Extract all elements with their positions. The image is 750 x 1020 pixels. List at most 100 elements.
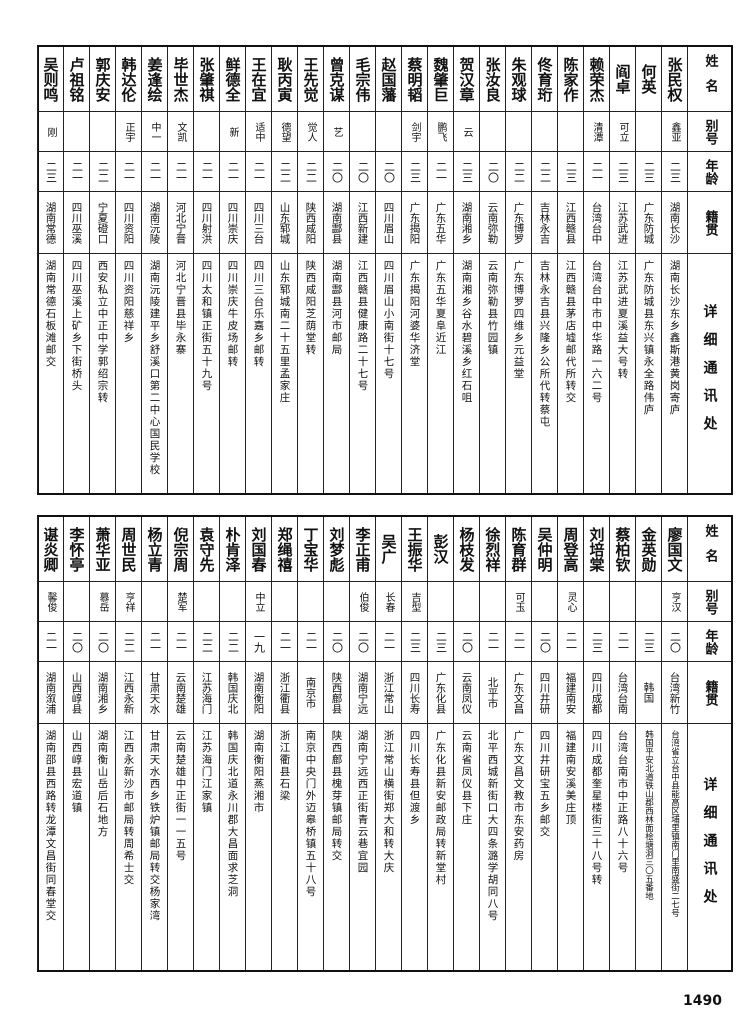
table-row: 杨枝发 二〇 云南凤仪 云南省凤仪县下庄 bbox=[453, 517, 479, 970]
table-row: 赵国藩 二〇 四川眉山 四川眉山小南街十七号 bbox=[375, 47, 401, 493]
cell-age: 二一 bbox=[64, 152, 89, 192]
cell-address: 江西赣县茅店墟邮代所转交 bbox=[564, 260, 577, 404]
cell-alias: 刚 bbox=[38, 112, 63, 152]
header-alias: 别号 bbox=[688, 582, 731, 622]
cell-native: 台湾新竹 bbox=[662, 662, 687, 724]
cell-alias bbox=[64, 582, 89, 622]
cell-native: 浙江衢县 bbox=[272, 662, 297, 724]
cell-age: 二一 bbox=[506, 622, 531, 662]
table-row: 廖国文 亨汉 二〇 台湾新竹 台湾省立台中县能高区埔里镇南门里南盛街二七号 bbox=[661, 517, 687, 970]
cell-address: 湖南湘乡谷水碧溪乡红石咀 bbox=[460, 260, 473, 404]
cell-alias: 觉人 bbox=[298, 112, 323, 152]
cell-native: 四川成都 bbox=[584, 662, 609, 724]
cell-native: 四川三台 bbox=[246, 192, 271, 254]
cell-alias: 鹏飞 bbox=[428, 112, 453, 152]
cell-name: 王在宜 bbox=[246, 47, 271, 112]
cell-name: 耿丙寅 bbox=[272, 47, 297, 112]
cell-name: 周世民 bbox=[116, 517, 141, 582]
cell-native: 江西新建 bbox=[350, 192, 375, 254]
cell-alias: 亨汉 bbox=[662, 582, 687, 622]
cell-native: 广东博罗 bbox=[506, 192, 531, 254]
header-address: 详细通讯处 bbox=[701, 777, 718, 917]
cell-alias: 可立 bbox=[610, 112, 635, 152]
cell-address: 湖南酃县河市邮局 bbox=[330, 260, 343, 356]
cell-alias bbox=[428, 582, 453, 622]
cell-native: 陕西鄜县 bbox=[324, 662, 349, 724]
cell-name: 陈家作 bbox=[558, 47, 583, 112]
cell-address: 台湾台中市中华路一六二号 bbox=[590, 260, 603, 404]
cell-age: 二三 bbox=[636, 622, 661, 662]
table-row: 贺汉章云二三 湖南湘乡 湖南湘乡谷水碧溪乡红石咀 bbox=[453, 47, 479, 493]
cell-address: 陕西咸阳芝荫堂转 bbox=[304, 260, 317, 356]
cell-name: 萧华亚 bbox=[90, 517, 115, 582]
cell-native: 湖南衡阳 bbox=[246, 662, 271, 724]
cell-alias: 长春 bbox=[376, 582, 401, 622]
cell-age: 二一 bbox=[480, 622, 505, 662]
cell-address: 吉林永吉县兴隆乡公所代转蔡屯 bbox=[538, 260, 551, 428]
table-row: 陈家作 二三 江西赣县 江西赣县茅店墟邮代所转交 bbox=[557, 47, 583, 493]
cell-address: 四川长寿县但渡乡 bbox=[408, 730, 421, 826]
cell-age: 二〇 bbox=[350, 622, 375, 662]
cell-address: 湖南沅陵建平乡舒溪口第二中心国民学校 bbox=[148, 260, 161, 476]
table-row: 金英勋 二三 韩国 韩国平安北道铁山郡西林面桧塘洞三〇五番地 bbox=[635, 517, 661, 970]
cell-alias: 楚军 bbox=[168, 582, 193, 622]
cell-address: 湖南宁远西正街青云巷宜园 bbox=[356, 730, 369, 874]
cell-address: 湖南长沙东乡鑫斯港黄岗寄庐 bbox=[668, 260, 681, 416]
cell-native: 云南凤仪 bbox=[454, 662, 479, 724]
cell-native: 四川射洪 bbox=[194, 192, 219, 254]
cell-name: 谌炎卿 bbox=[38, 517, 63, 582]
table-row: 毕世杰 文凯 二一 河北宁晋 河北宁晋县毕永寨 bbox=[167, 47, 193, 493]
page-number: 1490 bbox=[683, 993, 722, 1009]
cell-name: 袁守先 bbox=[194, 517, 219, 582]
table-row: 丁宝华 二一 南京市 南京中央门外迈皋桥镇五十八号 bbox=[297, 517, 323, 970]
cell-address: 山西崞县宏道镇 bbox=[70, 730, 83, 814]
cell-age: 二二 bbox=[532, 152, 557, 192]
cell-native: 湖南沅陵 bbox=[142, 192, 167, 254]
cell-alias: 中一 bbox=[142, 112, 167, 152]
cell-age: 二二 bbox=[298, 152, 323, 192]
cell-native: 甘肃天水 bbox=[142, 662, 167, 724]
table-row: 姜逢绘 中一 二一 湖南沅陵 湖南沅陵建平乡舒溪口第二中心国民学校 bbox=[141, 47, 167, 493]
cell-native: 吉林永吉 bbox=[532, 192, 557, 254]
cell-alias bbox=[506, 112, 531, 152]
cell-native: 四川资阳 bbox=[116, 192, 141, 254]
cell-native: 江苏武进 bbox=[610, 192, 635, 254]
cell-address: 湖南常德石板滩邮交 bbox=[44, 260, 57, 368]
table-row: 郭庆安 二二 宁夏磴口 西安私立中正中学郭绍宗转 bbox=[89, 47, 115, 493]
cell-name: 阎卓 bbox=[610, 47, 635, 112]
table-row: 周世民 亨祥 二二 江西永新 江西永新沙市邮局转周希士交 bbox=[115, 517, 141, 970]
cell-address: 四川崇庆牛皮场邮转 bbox=[226, 260, 239, 368]
table-row: 彭汉 二三 广东化县 广东化县新安邮政局转新堂村 bbox=[427, 517, 453, 970]
cell-native: 湖南宁远 bbox=[350, 662, 375, 724]
cell-native: 福建南安 bbox=[558, 662, 583, 724]
cell-name: 赖荣杰 bbox=[584, 47, 609, 112]
cell-age: 二一 bbox=[246, 152, 271, 192]
cell-address: 江西永新沙市邮局转周希士交 bbox=[122, 730, 135, 886]
cell-name: 刘梦彪 bbox=[324, 517, 349, 582]
cell-age: 二三 bbox=[662, 152, 687, 192]
cell-age: 二二 bbox=[220, 622, 245, 662]
cell-alias bbox=[532, 582, 557, 622]
header-age: 年龄 bbox=[688, 152, 731, 192]
cell-address: 云南楚雄中正街一一五号 bbox=[174, 730, 187, 862]
table-row: 蔡柏钦 二一 台湾台南 台湾台南市中正路八十六号 bbox=[609, 517, 635, 970]
cell-address: 四川井研宝五乡邮交 bbox=[538, 730, 551, 838]
cell-native: 河北宁晋 bbox=[168, 192, 193, 254]
cell-native: 山东郓城 bbox=[272, 192, 297, 254]
cell-age: 二〇 bbox=[376, 152, 401, 192]
header-alias: 别号 bbox=[688, 112, 731, 152]
cell-native: 山西崞县 bbox=[64, 662, 89, 724]
cell-name: 贺汉章 bbox=[454, 47, 479, 112]
cell-native: 云南楚雄 bbox=[168, 662, 193, 724]
cell-alias bbox=[350, 112, 375, 152]
cell-age: 二三 bbox=[402, 152, 427, 192]
cell-native: 陕西咸阳 bbox=[298, 192, 323, 254]
cell-address: 北平西城新街口大四条潞学胡同八号 bbox=[486, 730, 499, 922]
table-row: 王振华 吉型 二三 四川长寿 四川长寿县但渡乡 bbox=[401, 517, 427, 970]
table-row: 耿丙寅 德望 二二 山东郓城 山东郓城南二十五里孟家庄 bbox=[271, 47, 297, 493]
cell-alias: 适中 bbox=[246, 112, 271, 152]
table-row: 毛宗伟 二〇 江西新建 江西赣县健康路二十七号 bbox=[349, 47, 375, 493]
table-row: 王先觉 觉人 二二 陕西咸阳 陕西咸阳芝荫堂转 bbox=[297, 47, 323, 493]
cell-age: 二一 bbox=[38, 622, 63, 662]
cell-native: 台湾台南 bbox=[610, 662, 635, 724]
